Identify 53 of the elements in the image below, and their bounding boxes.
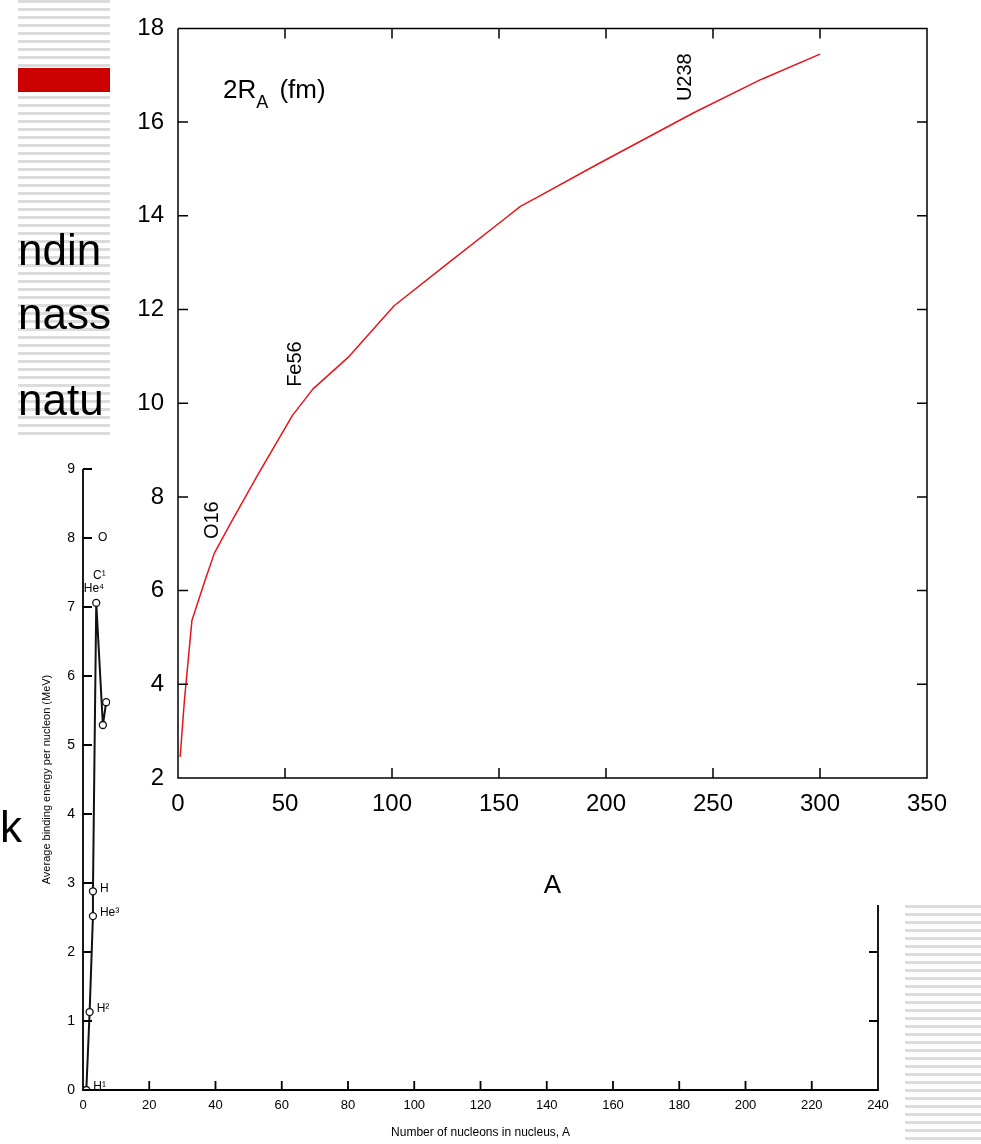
x-tick-label: 20 [142, 1097, 157, 1113]
x-tick-label: 0 [79, 1097, 87, 1113]
x-tick-label: 160 [602, 1097, 624, 1113]
y-axis-title: Average binding energy per nucleon (MeV) [39, 674, 52, 885]
x-tick-label: 220 [800, 1097, 823, 1113]
x-tick-label: 40 [208, 1097, 223, 1113]
text: ndin [18, 225, 102, 274]
x-tick-label: 100 [371, 789, 413, 817]
annotation: O [98, 530, 108, 544]
annotation: He⁴ [83, 581, 105, 596]
x-tick-label: 100 [403, 1097, 426, 1113]
x-tick-label: 0 [171, 789, 185, 817]
x-axis-title: A [543, 868, 562, 899]
y-tick-label: 5 [67, 735, 76, 752]
y-tick-label: 9 [67, 459, 76, 476]
y-tick-label: 6 [67, 666, 76, 683]
x-tick-label: 250 [692, 789, 734, 817]
x-tick-label: 80 [340, 1097, 356, 1113]
x-tick-label: 50 [271, 789, 299, 817]
y-tick-label: 4 [150, 668, 164, 696]
text: natu [18, 375, 104, 424]
y-tick-label: 14 [137, 200, 164, 228]
x-tick-label: 120 [469, 1097, 492, 1113]
y-tick-label: 1 [67, 1011, 76, 1028]
annotation: U238 [672, 53, 695, 102]
y-tick-label: 0 [67, 1080, 76, 1097]
x-tick-label: 180 [668, 1097, 691, 1113]
x-tick-label: 350 [906, 789, 948, 817]
y-tick-label: 7 [67, 597, 76, 614]
y-tick-label: 2 [150, 762, 164, 790]
y-tick-label: 3 [67, 873, 76, 890]
y-tick-label: 16 [137, 106, 164, 134]
x-tick-label: 200 [734, 1097, 757, 1113]
y-tick-label: 4 [67, 804, 76, 821]
x-tick-label: 240 [867, 1097, 889, 1113]
annotation: C¹ [93, 568, 106, 582]
annotation: O16 [199, 501, 222, 540]
x-tick-label: 60 [274, 1097, 289, 1113]
y-tick-label: 10 [137, 387, 164, 415]
annotation: Fe56 [283, 341, 306, 387]
x-tick-label: 300 [799, 789, 841, 817]
x-tick-label: 140 [535, 1097, 558, 1113]
x-axis-title: Number of nucleons in nucleus, A [391, 1125, 570, 1140]
x-tick-label: 200 [585, 789, 627, 817]
x-tick-label: 150 [478, 789, 520, 817]
y-tick-label: 12 [137, 294, 164, 322]
text: nass [18, 289, 111, 338]
y-tick-label: 18 [137, 13, 164, 41]
y-tick-label: 8 [67, 528, 76, 545]
y-tick-label: 6 [150, 575, 164, 603]
text: k [0, 802, 22, 851]
y-tick-label: 8 [150, 481, 164, 509]
y-tick-label: 2 [67, 942, 76, 959]
